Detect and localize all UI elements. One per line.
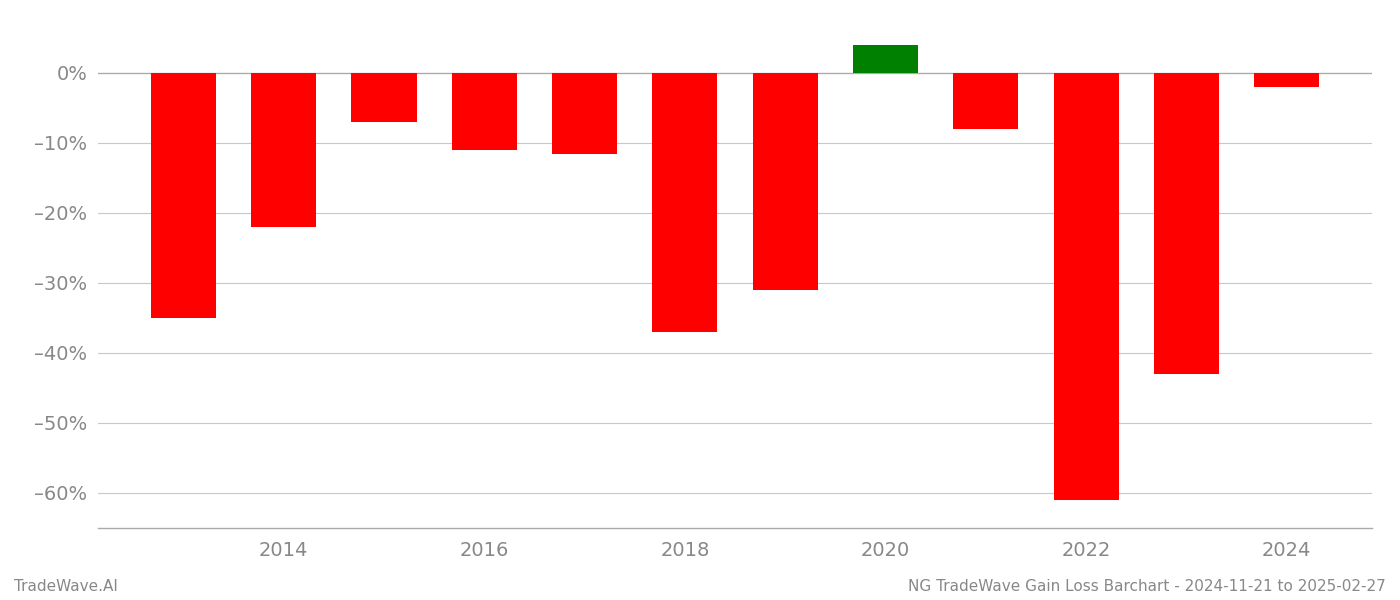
Bar xyxy=(351,73,417,122)
Bar xyxy=(1053,73,1119,500)
Bar xyxy=(953,73,1018,129)
Bar xyxy=(1254,73,1319,87)
Bar xyxy=(753,73,818,290)
Text: NG TradeWave Gain Loss Barchart - 2024-11-21 to 2025-02-27: NG TradeWave Gain Loss Barchart - 2024-1… xyxy=(909,579,1386,594)
Bar xyxy=(452,73,517,150)
Bar xyxy=(652,73,717,332)
Bar xyxy=(552,73,617,154)
Bar xyxy=(853,45,918,73)
Bar xyxy=(251,73,316,227)
Bar xyxy=(151,73,216,318)
Text: TradeWave.AI: TradeWave.AI xyxy=(14,579,118,594)
Bar xyxy=(1154,73,1219,374)
